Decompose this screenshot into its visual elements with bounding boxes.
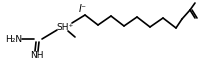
Text: I⁻: I⁻	[79, 4, 87, 14]
Text: NH: NH	[30, 51, 44, 60]
Text: SH⁺: SH⁺	[56, 22, 74, 31]
Text: H₂N: H₂N	[5, 35, 23, 43]
